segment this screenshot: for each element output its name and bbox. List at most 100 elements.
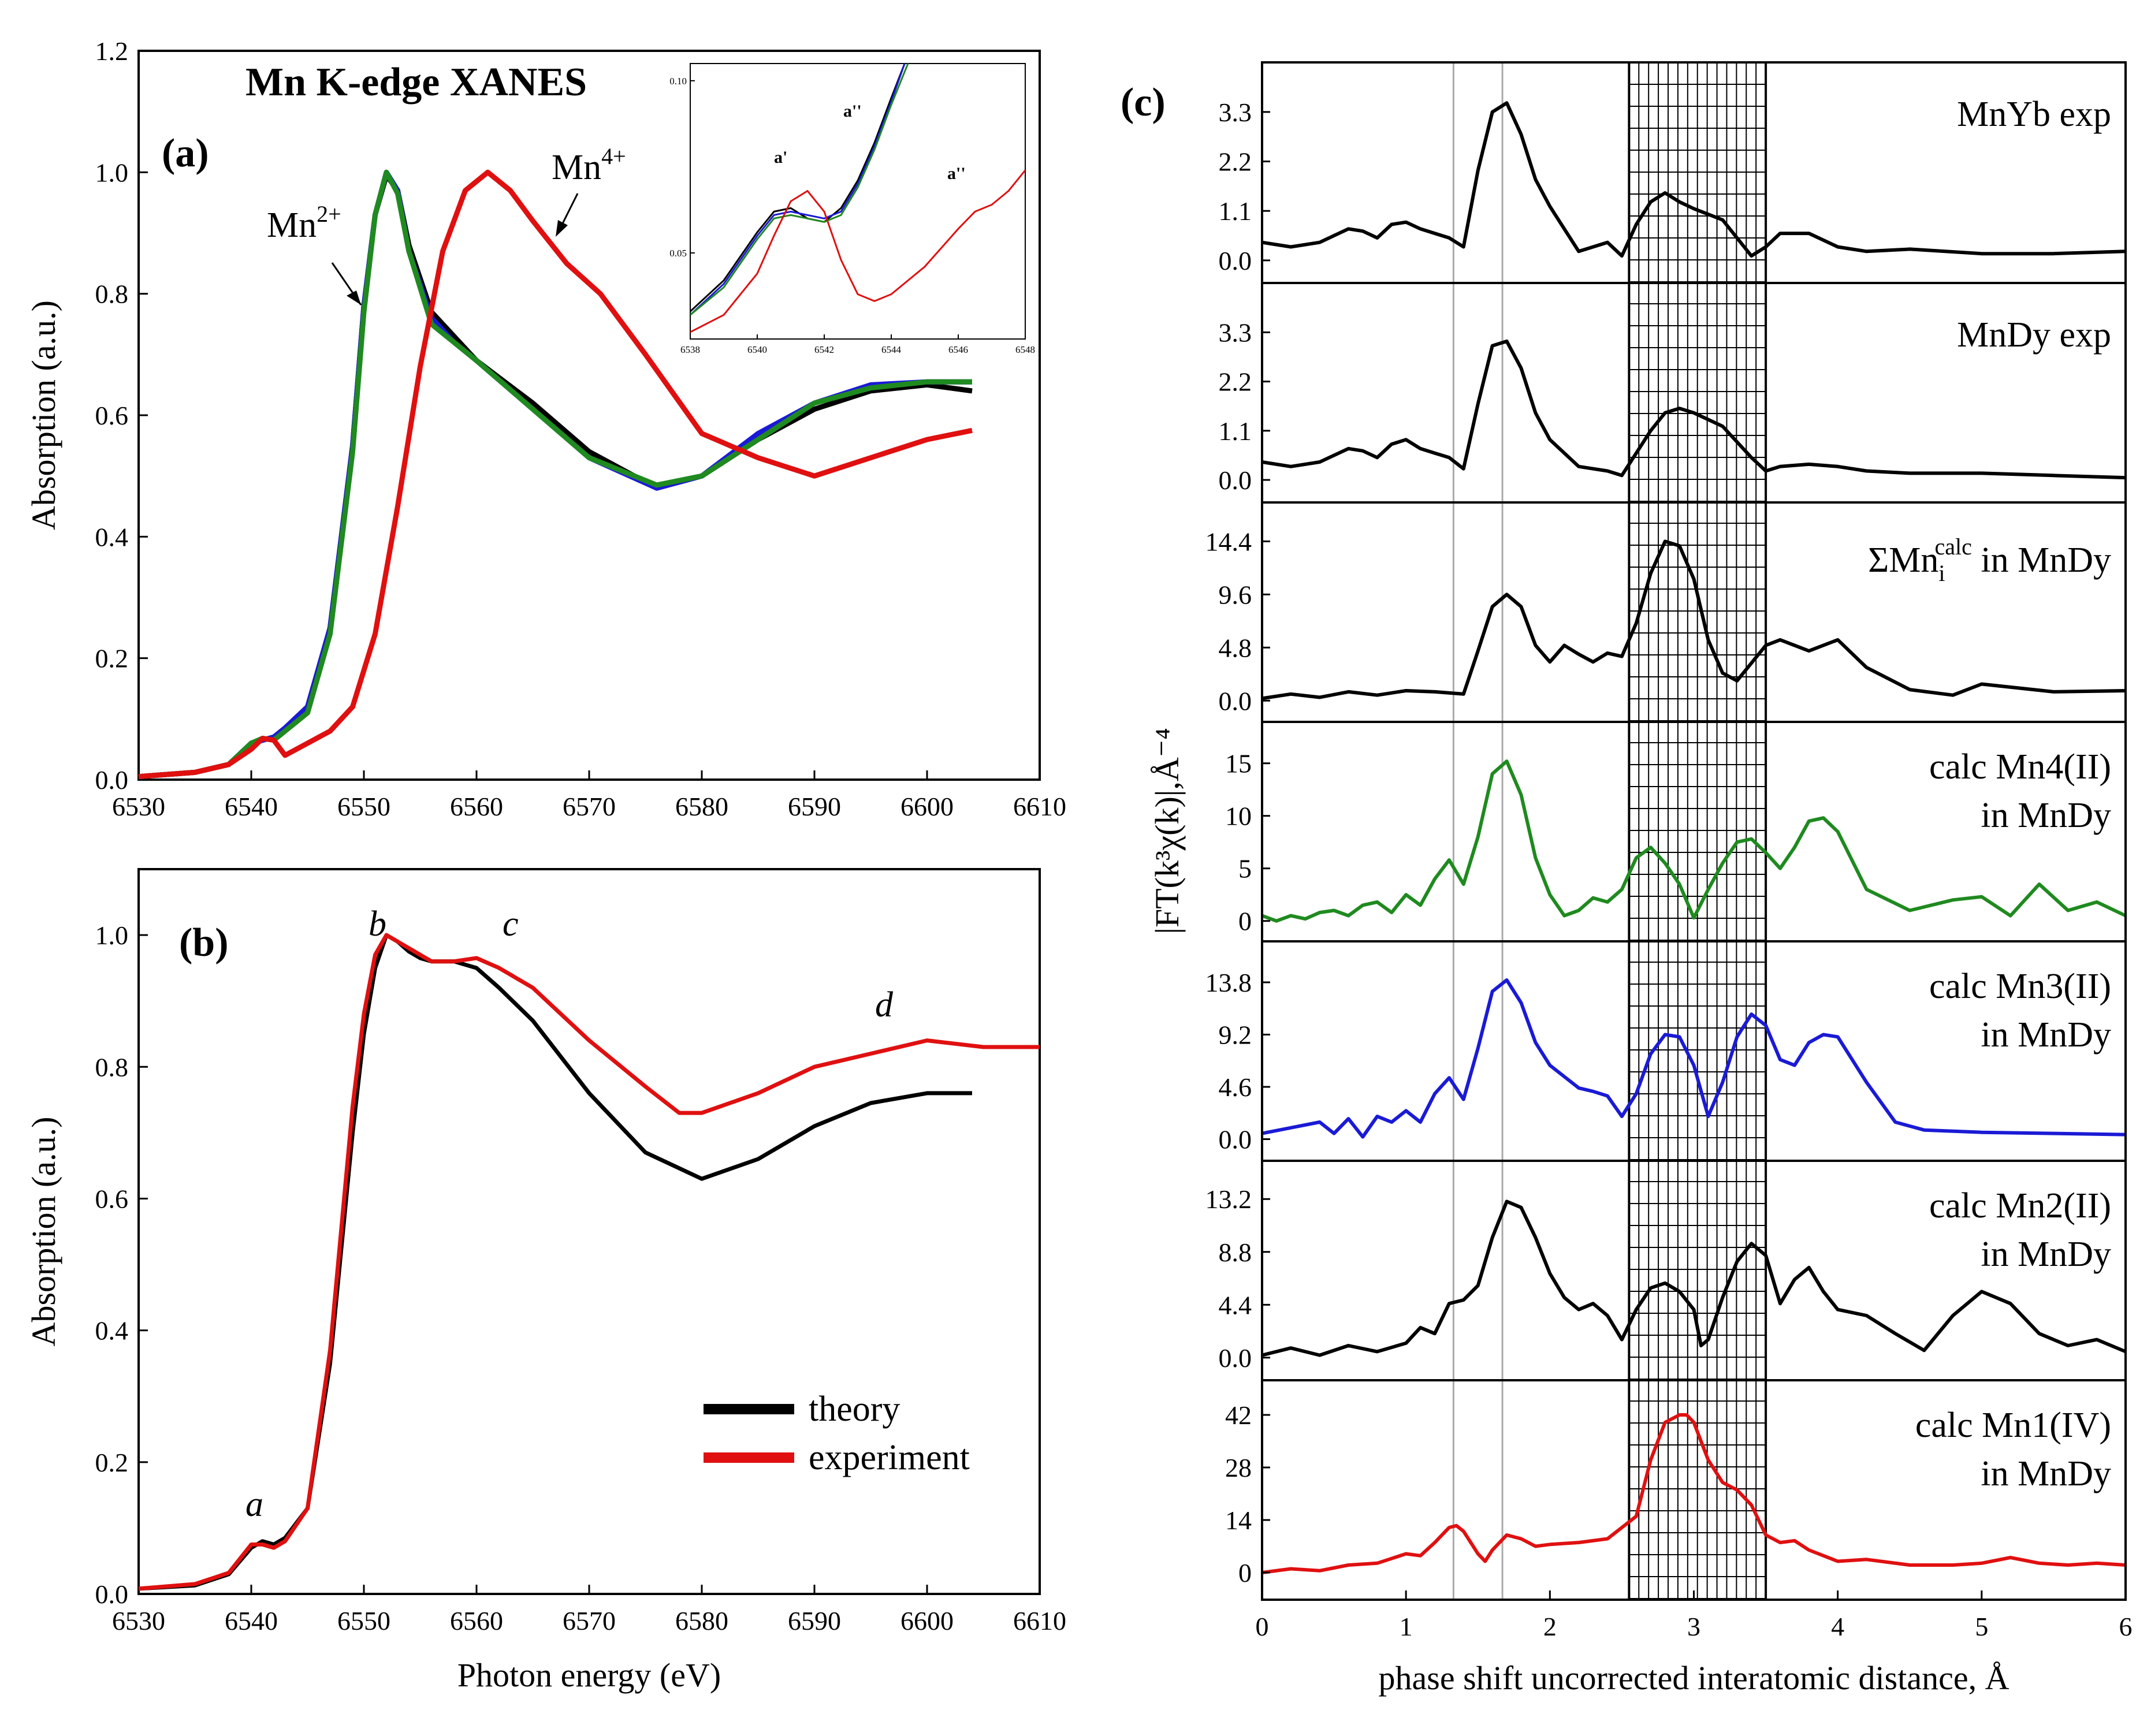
y-tick-label: 0.4 bbox=[95, 1316, 129, 1346]
y-tick-label: 15 bbox=[1225, 749, 1252, 778]
series-line bbox=[1261, 101, 2126, 258]
y-tick-label: 0.0 bbox=[1219, 246, 1252, 275]
subplot-frame bbox=[1261, 501, 2127, 723]
series-line bbox=[138, 933, 1040, 1591]
series-line bbox=[1261, 339, 2126, 480]
x-tick-label: 1 bbox=[1400, 1612, 1413, 1641]
inset-label-a1: a' bbox=[774, 148, 787, 167]
y-tick-label: 4.4 bbox=[1219, 1290, 1252, 1320]
y-tick-label: 5 bbox=[1238, 854, 1252, 884]
panel-b-frame bbox=[137, 868, 1041, 1595]
subplot-label: calc Mn4(II) bbox=[1929, 747, 2111, 787]
x-tick-label: 6610 bbox=[1013, 792, 1066, 821]
inset-y-tick-label: 0.10 bbox=[669, 76, 687, 87]
inset-x-tick-label: 6544 bbox=[881, 344, 902, 355]
y-tick-label: 0.6 bbox=[95, 401, 129, 430]
x-tick-label: 6580 bbox=[675, 1606, 728, 1636]
annotation-c: c bbox=[503, 904, 519, 944]
y-tick-label: 0.6 bbox=[95, 1184, 129, 1213]
y-tick-label: 0.0 bbox=[95, 1579, 129, 1609]
y-tick-label: 2.2 bbox=[1219, 147, 1252, 177]
y-tick-label: 9.6 bbox=[1219, 580, 1252, 609]
annotation-mn2: Mn2+ bbox=[267, 201, 341, 245]
x-tick-label: 6600 bbox=[900, 1606, 954, 1636]
subplot-label: calc Mn1(IV) bbox=[1915, 1406, 2111, 1445]
inset-x-tick-label: 6542 bbox=[814, 344, 834, 355]
x-tick-label: 6550 bbox=[337, 1606, 390, 1636]
y-tick-label: 1.0 bbox=[95, 921, 129, 950]
inset-series-line bbox=[690, 64, 906, 316]
inset-label-a3: a'' bbox=[947, 164, 966, 183]
x-tick-label: 6530 bbox=[112, 792, 165, 821]
series-line bbox=[138, 169, 973, 780]
y-tick-label: 0.0 bbox=[1219, 1124, 1252, 1154]
y-tick-label: 8.8 bbox=[1219, 1238, 1252, 1267]
y-tick-label: 13.2 bbox=[1205, 1184, 1252, 1214]
annotation-d: d bbox=[875, 985, 894, 1025]
y-tick-label: 10 bbox=[1225, 802, 1252, 831]
inset-x-tick-label: 6546 bbox=[948, 344, 968, 355]
y-tick-label: 9.2 bbox=[1219, 1020, 1252, 1049]
annotation-a: a bbox=[245, 1485, 263, 1524]
inset-x-tick-label: 6540 bbox=[747, 344, 767, 355]
x-tick-label: 6560 bbox=[450, 1606, 503, 1636]
panel-a: 6530 6540 6550 6560 6570 6580 6590 6600 6610 0.0 0… bbox=[25, 36, 1066, 821]
y-axis-label: |FT(k³χ(k)|,Å⁻⁴ bbox=[1148, 728, 1186, 934]
panel-c: 0.0 1.1 2.2 3.3 MnYb exp 0.0 1.1 2.2 3.3 MnDy exp… bbox=[1121, 61, 2133, 1697]
y-tick-label: 0.0 bbox=[1219, 686, 1252, 716]
y-axis-label: Absorption (a.u.) bbox=[25, 1117, 62, 1347]
series-line bbox=[1261, 1199, 2127, 1357]
subplot-label: ΣMnicalc in MnDy bbox=[1868, 534, 2111, 586]
x-tick-label: 6610 bbox=[1013, 1606, 1066, 1636]
legend-label: theory bbox=[809, 1389, 900, 1429]
x-tick-label: 5 bbox=[1975, 1612, 1988, 1641]
inset-x-tick-label: 6538 bbox=[680, 344, 700, 355]
x-tick-label: 3 bbox=[1687, 1612, 1700, 1641]
y-tick-label: 1.1 bbox=[1219, 196, 1252, 226]
subplot-label: MnDy exp bbox=[1957, 315, 2111, 355]
x-tick-label: 0 bbox=[1256, 1612, 1269, 1641]
y-tick-label: 13.8 bbox=[1205, 968, 1252, 997]
y-tick-label: 0.4 bbox=[95, 522, 129, 552]
x-tick-label: 6540 bbox=[225, 1606, 278, 1636]
arrow-head bbox=[347, 290, 361, 305]
x-tick-label: 6540 bbox=[225, 792, 278, 821]
inset-series-line bbox=[690, 169, 1025, 333]
x-tick-label: 6590 bbox=[788, 792, 841, 821]
y-tick-label: 1.2 bbox=[95, 36, 129, 66]
panel-label: (c) bbox=[1121, 80, 1166, 125]
y-tick-label: 0.0 bbox=[1219, 465, 1252, 495]
legend-label: experiment bbox=[809, 1438, 970, 1477]
annotation-mn4: Mn4+ bbox=[552, 143, 626, 187]
y-tick-label: 4.8 bbox=[1219, 633, 1252, 662]
chart-title: Mn K-edge XANES bbox=[245, 60, 587, 105]
y-tick-label: 0.8 bbox=[95, 1052, 129, 1082]
y-tick-label: 2.2 bbox=[1219, 367, 1252, 397]
x-axis-label: Photon energy (eV) bbox=[457, 1656, 721, 1694]
series-line bbox=[138, 933, 972, 1591]
x-tick-label: 6600 bbox=[900, 792, 954, 821]
y-tick-label: 0.2 bbox=[95, 644, 129, 673]
x-axis-label: phase shift uncorrected interatomic dist… bbox=[1379, 1659, 2009, 1697]
x-tick-label: 6590 bbox=[788, 1606, 841, 1636]
x-tick-label: 6560 bbox=[450, 792, 503, 821]
subplot-label-line2: in MnDy bbox=[1981, 796, 2111, 835]
y-tick-label: 3.3 bbox=[1219, 318, 1252, 347]
series-line bbox=[1261, 759, 2127, 923]
x-tick-label: 6 bbox=[2119, 1612, 2133, 1641]
y-tick-label: 4.6 bbox=[1219, 1072, 1252, 1102]
y-tick-label: 1.1 bbox=[1219, 416, 1252, 446]
annotation-b: b bbox=[369, 904, 386, 944]
panel-b: 6530 6540 6550 6560 6570 6580 6590 6600 6610 0.0 0… bbox=[25, 868, 1066, 1694]
x-tick-label: 6580 bbox=[675, 792, 728, 821]
subplot-label: calc Mn2(II) bbox=[1929, 1186, 2111, 1225]
x-tick-label: 6570 bbox=[563, 792, 616, 821]
x-tick-label: 2 bbox=[1543, 1612, 1557, 1641]
series-line bbox=[1261, 978, 2126, 1139]
y-axis-label: Absorption (a.u.) bbox=[25, 300, 62, 530]
inset-y-tick-label: 0.05 bbox=[669, 248, 687, 259]
y-tick-label: 14 bbox=[1225, 1506, 1252, 1535]
subplot-label: MnYb exp bbox=[1957, 95, 2111, 134]
y-tick-label: 0 bbox=[1238, 1558, 1252, 1588]
